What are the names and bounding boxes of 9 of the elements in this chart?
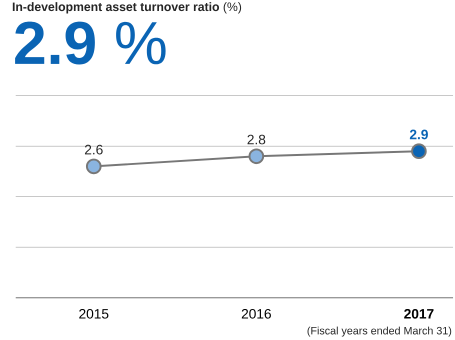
- chart-title: In-development asset turnover ratio (%): [12, 2, 242, 14]
- data-label: 2.8: [248, 134, 266, 145]
- x-tick-label: 2016: [242, 309, 271, 319]
- text: (Fiscal years ended March 31): [308, 326, 452, 337]
- data-label: 2.6: [84, 144, 103, 155]
- x-tick-label: 2017: [404, 309, 434, 319]
- x-tick-label: 2015: [79, 309, 108, 319]
- data-label: 2.9: [410, 130, 428, 140]
- chart-subtitle: 2.9 %: [15, 22, 166, 65]
